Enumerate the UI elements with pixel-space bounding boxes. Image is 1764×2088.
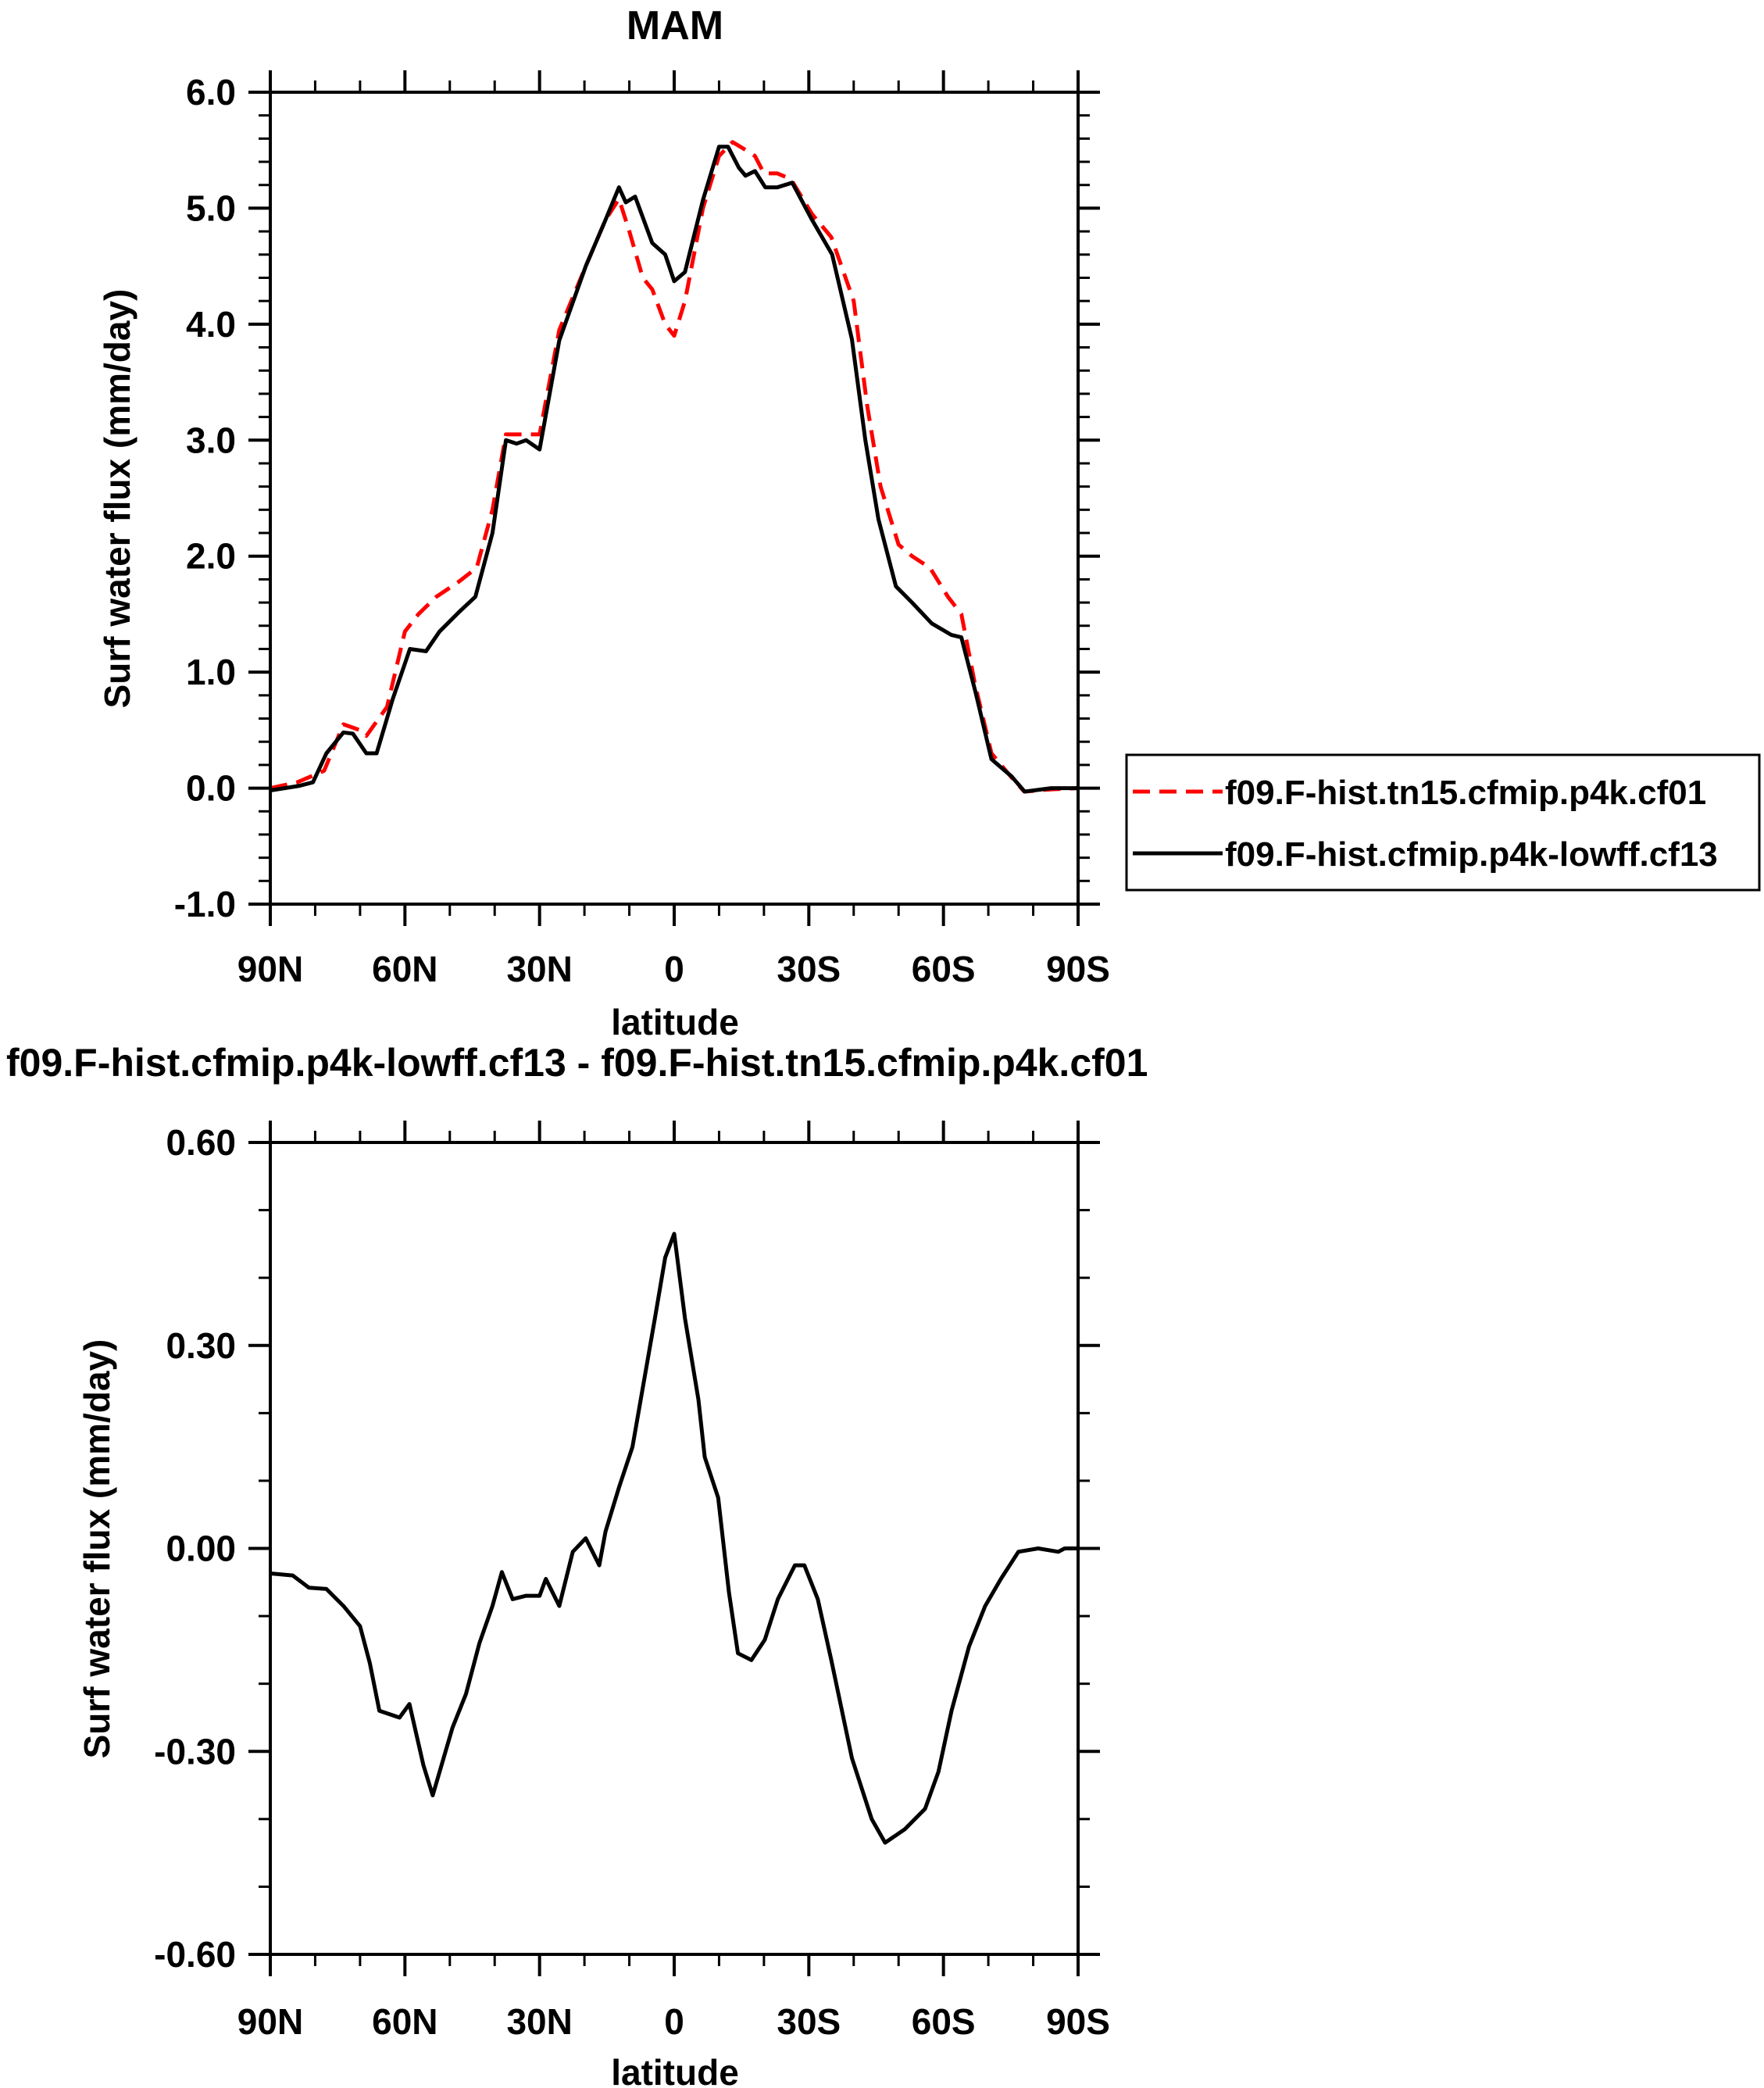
y-tick-label: 0.60 bbox=[166, 1122, 236, 1163]
x-tick-label: 60S bbox=[912, 949, 976, 989]
chart-title: MAM bbox=[627, 3, 723, 48]
plot-frame bbox=[269, 91, 1080, 906]
y-tick-label: 0.0 bbox=[186, 768, 236, 809]
x-tick-label: 60N bbox=[372, 2001, 437, 2042]
y-tick-label: 6.0 bbox=[186, 72, 236, 113]
legend: f09.F-hist.tn15.cfmip.p4k.cf01 f09.F-his… bbox=[1125, 753, 1761, 892]
x-axis-label: latitude bbox=[611, 2052, 739, 2088]
x-tick-label: 90N bbox=[237, 2001, 303, 2042]
y-tick-label: 2.0 bbox=[186, 536, 236, 577]
x-tick-label: 90S bbox=[1046, 949, 1110, 989]
y-axis-label: Surf water flux (mm/day) bbox=[97, 289, 137, 709]
y-axis-label: Surf water flux (mm/day) bbox=[77, 1339, 117, 1759]
x-tick-label: 90N bbox=[237, 949, 303, 989]
x-tick-label: 0 bbox=[664, 949, 684, 989]
series-line-difference bbox=[270, 1232, 1078, 1845]
x-tick-label: 0 bbox=[664, 2001, 684, 2042]
x-tick-label: 30N bbox=[506, 949, 572, 989]
y-tick-label: 3.0 bbox=[186, 420, 236, 460]
x-tick-label: 60N bbox=[372, 949, 437, 989]
bottom-panel-difference: f09.F-hist.cfmip.p4k-lowff.cf13 - f09.F-… bbox=[6, 1041, 1148, 2088]
y-tick-label: 5.0 bbox=[186, 188, 236, 228]
y-tick-label: -0.60 bbox=[154, 1934, 236, 1975]
legend-label-cf13: f09.F-hist.cfmip.p4k-lowff.cf13 bbox=[1225, 835, 1718, 874]
top-panel-mam: MAM latitude Surf water flux (mm/day) 90… bbox=[97, 3, 1110, 1042]
series-line-cf01-red-dashed bbox=[270, 140, 1079, 794]
y-tick-label: 4.0 bbox=[186, 304, 236, 345]
y-tick-label: 0.30 bbox=[166, 1325, 236, 1366]
y-tick-label: 1.0 bbox=[186, 652, 236, 692]
x-tick-label: 30S bbox=[777, 2001, 841, 2042]
y-tick-label: -1.0 bbox=[174, 884, 236, 924]
chart-title: f09.F-hist.cfmip.p4k-lowff.cf13 - f09.F-… bbox=[6, 1041, 1148, 1085]
plot-frame bbox=[269, 1141, 1080, 1956]
x-tick-label: 30N bbox=[506, 2001, 572, 2042]
x-tick-label: 30S bbox=[777, 949, 841, 989]
series-line-cf13-black-solid bbox=[270, 145, 1078, 794]
x-tick-label: 90S bbox=[1046, 2001, 1110, 2042]
legend-label-cf01: f09.F-hist.tn15.cfmip.p4k.cf01 bbox=[1225, 774, 1706, 812]
y-tick-label: 0.00 bbox=[166, 1528, 236, 1569]
x-tick-label: 60S bbox=[912, 2001, 976, 2042]
y-tick-label: -0.30 bbox=[154, 1731, 236, 1772]
x-axis-label: latitude bbox=[611, 1002, 739, 1042]
legend-box bbox=[1125, 753, 1761, 892]
